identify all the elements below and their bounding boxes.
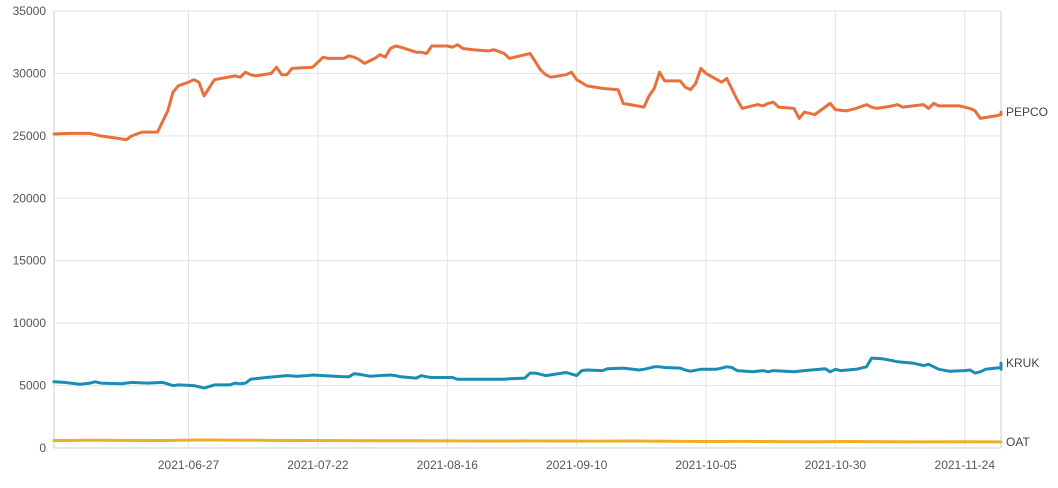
x-tick-label: 2021-10-05	[675, 458, 737, 472]
x-tick-label: 2021-09-10	[546, 458, 608, 472]
series-label-kruk: KRUK	[1006, 356, 1039, 370]
series-label-pepco: PEPCO	[1006, 105, 1048, 119]
y-tick-label: 0	[39, 441, 46, 455]
y-tick-label: 20000	[13, 191, 47, 205]
series-line-kruk	[52, 356, 1003, 390]
y-tick-label: 30000	[13, 66, 47, 80]
grid	[54, 10, 1001, 449]
y-tick-label: 15000	[13, 254, 47, 268]
series-labels: PEPCO KRUK OAT	[1006, 105, 1048, 449]
x-tick-label: 2021-11-24	[935, 458, 996, 472]
x-tick-label: 2021-07-22	[287, 458, 349, 472]
y-tick-label: 25000	[13, 129, 47, 143]
series-line-oat	[52, 438, 1003, 444]
axes: 0 5000 10000 15000 20000 25000 30000 35000 2021-…	[13, 4, 1002, 472]
y-tick-label: 35000	[13, 4, 47, 18]
y-tick-label: 10000	[13, 316, 47, 330]
x-tick-label: 2021-08-16	[417, 458, 479, 472]
x-tick-label: 2021-06-27	[158, 458, 220, 472]
series-label-oat: OAT	[1006, 435, 1030, 449]
series-line-pepco	[52, 43, 1003, 142]
series-lines	[52, 43, 1003, 444]
y-tick-label: 5000	[19, 379, 46, 393]
x-tick-label: 2021-10-30	[805, 458, 867, 472]
